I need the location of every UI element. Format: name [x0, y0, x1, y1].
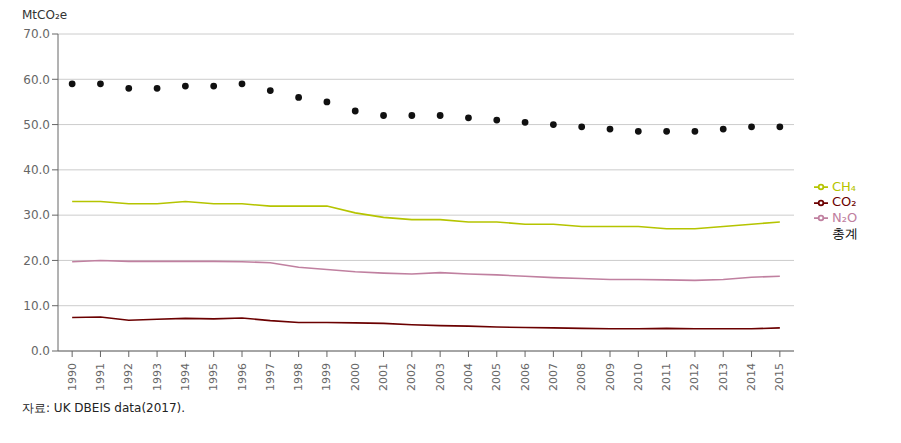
svg-text:2009: 2009: [604, 363, 617, 391]
svg-text:2010: 2010: [632, 363, 645, 391]
svg-text:2000: 2000: [349, 363, 362, 391]
svg-text:1996: 1996: [236, 363, 249, 391]
html-text:CO₂: CO₂: [832, 194, 857, 210]
svg-text:0.0: 0.0: [31, 344, 50, 358]
svg-text:30.0: 30.0: [23, 208, 50, 222]
svg-text:2004: 2004: [462, 363, 475, 391]
svg-text:2005: 2005: [490, 363, 503, 391]
svg-text:2008: 2008: [575, 363, 588, 391]
html-text:MtCO₂e: MtCO₂e: [22, 8, 68, 22]
svg-text:40.0: 40.0: [23, 163, 50, 177]
svg-text:1995: 1995: [207, 363, 220, 391]
svg-text:1991: 1991: [94, 363, 107, 391]
svg-text:20.0: 20.0: [23, 254, 50, 268]
svg-text:60.0: 60.0: [23, 73, 50, 87]
svg-text:1997: 1997: [264, 363, 277, 391]
svg-text:2003: 2003: [434, 363, 447, 391]
svg-text:2002: 2002: [405, 363, 418, 391]
svg-text:1990: 1990: [66, 363, 79, 391]
html-text:총계: 총계: [832, 226, 858, 242]
svg-text:70.0: 70.0: [23, 27, 50, 41]
svg-text:2013: 2013: [717, 363, 730, 391]
svg-text:1999: 1999: [320, 363, 333, 391]
svg-text:2012: 2012: [688, 363, 701, 391]
html-text:CH₄: CH₄: [832, 178, 857, 194]
svg-text:50.0: 50.0: [23, 118, 50, 132]
svg-text:2014: 2014: [745, 363, 758, 391]
svg-text:2007: 2007: [547, 363, 560, 391]
html-text:N₂O: N₂O: [832, 209, 858, 225]
svg-text:1992: 1992: [122, 363, 135, 391]
svg-text:2015: 2015: [773, 363, 786, 391]
svg-text:2011: 2011: [660, 363, 673, 391]
svg-text:10.0: 10.0: [23, 299, 50, 313]
svg-text:2001: 2001: [377, 363, 390, 391]
svg-text:1993: 1993: [151, 363, 164, 391]
svg-text:1994: 1994: [179, 363, 192, 391]
svg-text:2006: 2006: [519, 363, 532, 391]
svg-text:1998: 1998: [292, 363, 305, 391]
html-text:자료: UK DBEIS data(2017).: 자료: UK DBEIS data(2017).: [22, 401, 186, 415]
